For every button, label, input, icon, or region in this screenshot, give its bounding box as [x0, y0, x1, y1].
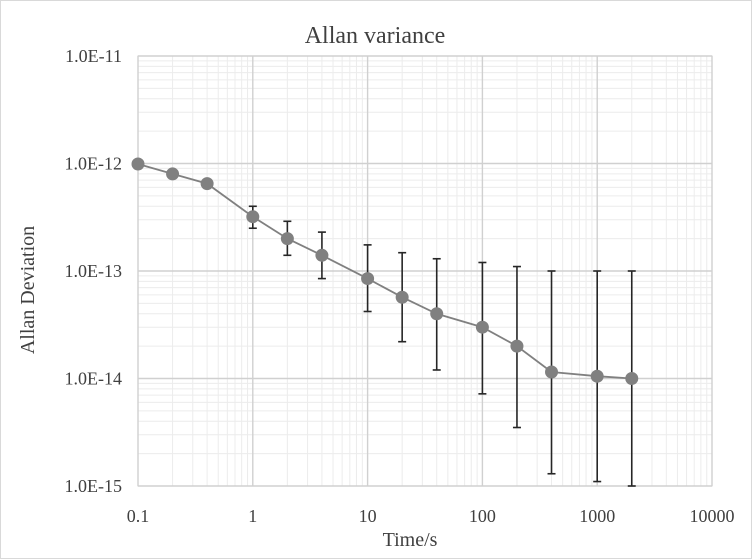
x-tick-label: 0.1: [127, 506, 150, 526]
data-point: [200, 177, 214, 191]
data-point: [475, 320, 489, 334]
y-tick-label: 1.0E-15: [65, 476, 123, 496]
x-axis-tick-labels: 0.1 1 10 100 1000 10000: [127, 506, 735, 526]
data-point: [246, 210, 260, 224]
y-tick-label: 1.0E-13: [65, 261, 123, 281]
data-point: [280, 232, 294, 246]
y-tick-label: 1.0E-14: [65, 369, 123, 389]
data-point: [395, 290, 409, 304]
data-point: [510, 339, 524, 353]
x-tick-label: 10000: [690, 506, 735, 526]
plot-area-border: [137, 55, 713, 487]
data-point: [590, 369, 604, 383]
data-point: [131, 157, 145, 171]
series-line: [137, 163, 632, 380]
y-tick-label: 1.0E-12: [65, 154, 123, 174]
data-point: [166, 167, 180, 181]
chart-title: Allan variance: [305, 23, 446, 49]
y-axis-title: Allan Deviation: [17, 226, 39, 354]
x-tick-label: 10: [359, 506, 377, 526]
y-axis-tick-labels: 1.0E-11 1.0E-12 1.0E-13 1.0E-14 1.0E-15: [65, 46, 123, 496]
data-series: [131, 157, 639, 385]
data-point: [430, 307, 444, 321]
x-tick-label: 100: [469, 506, 496, 526]
data-point: [315, 248, 329, 262]
data-point: [545, 365, 559, 379]
x-tick-label: 1: [248, 506, 257, 526]
x-tick-label: 1000: [579, 506, 615, 526]
x-axis-title: Time/s: [383, 529, 438, 551]
y-tick-label: 1.0E-11: [65, 46, 122, 66]
data-point: [361, 272, 375, 286]
data-point: [625, 372, 639, 385]
